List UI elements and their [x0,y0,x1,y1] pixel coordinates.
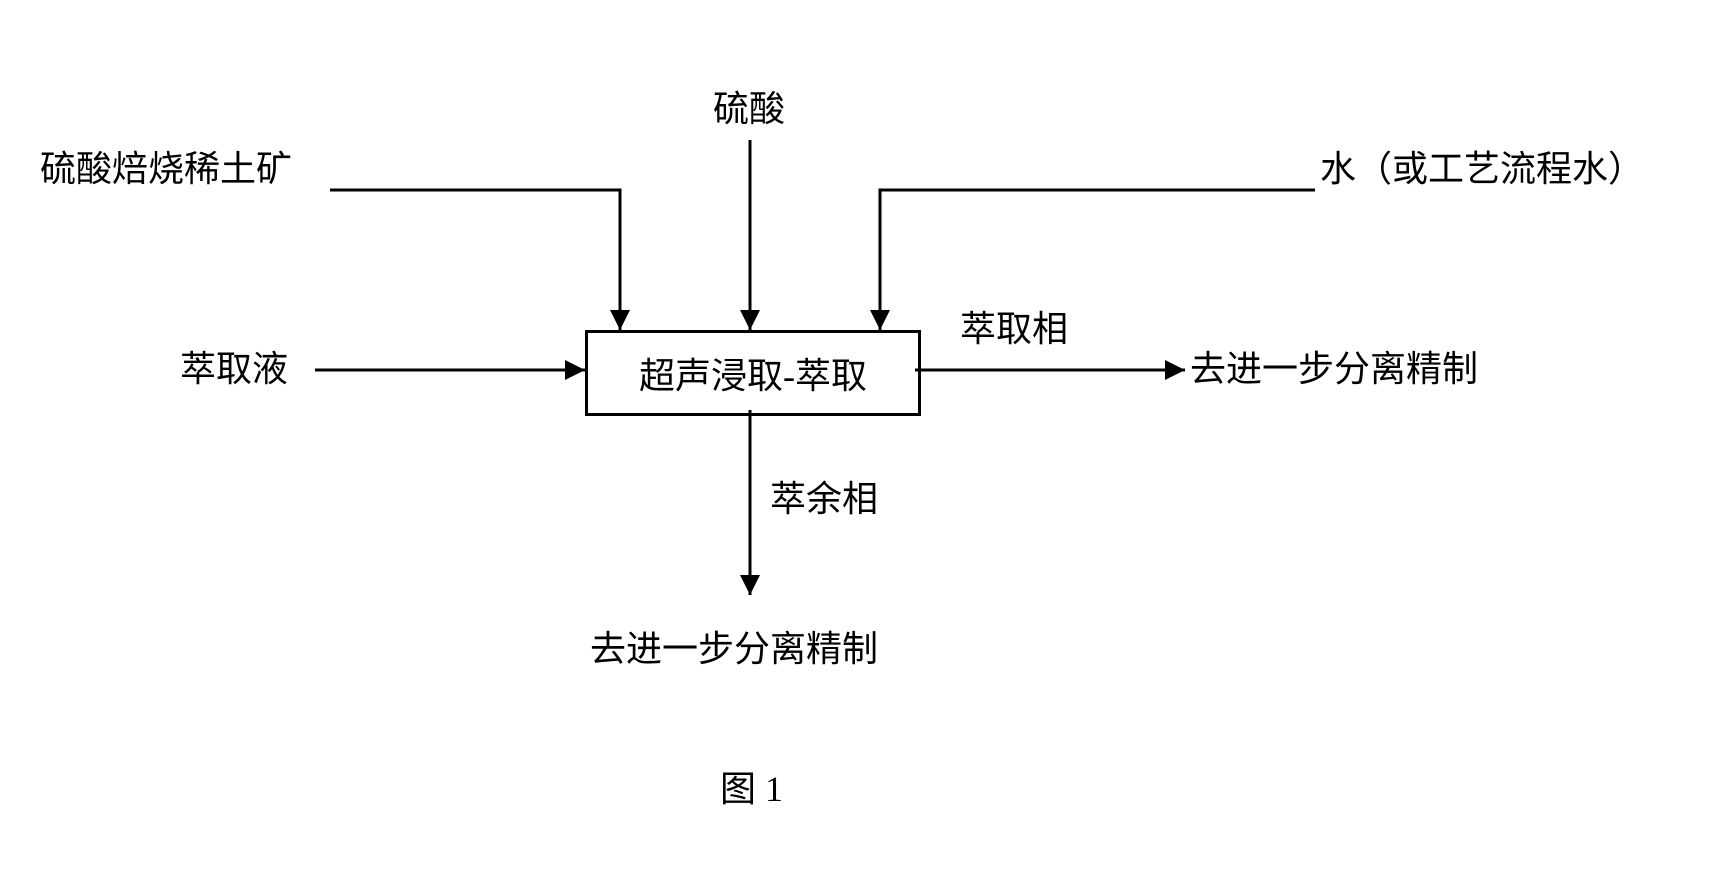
arrow-top-left-head [610,310,630,330]
arrow-right-head [1165,360,1185,380]
arrow-top-right-head [870,310,890,330]
arrow-left-head [565,360,585,380]
arrow-top-right [880,190,1315,330]
arrow-top-center-head [740,310,760,330]
arrow-top-left [330,190,620,330]
arrow-down-head [740,575,760,595]
arrows-svg [0,0,1727,874]
diagram-canvas: 硫酸焙烧稀土矿 硫酸 水（或工艺流程水） 萃取液 超声浸取-萃取 萃取相 去进一… [0,0,1727,874]
